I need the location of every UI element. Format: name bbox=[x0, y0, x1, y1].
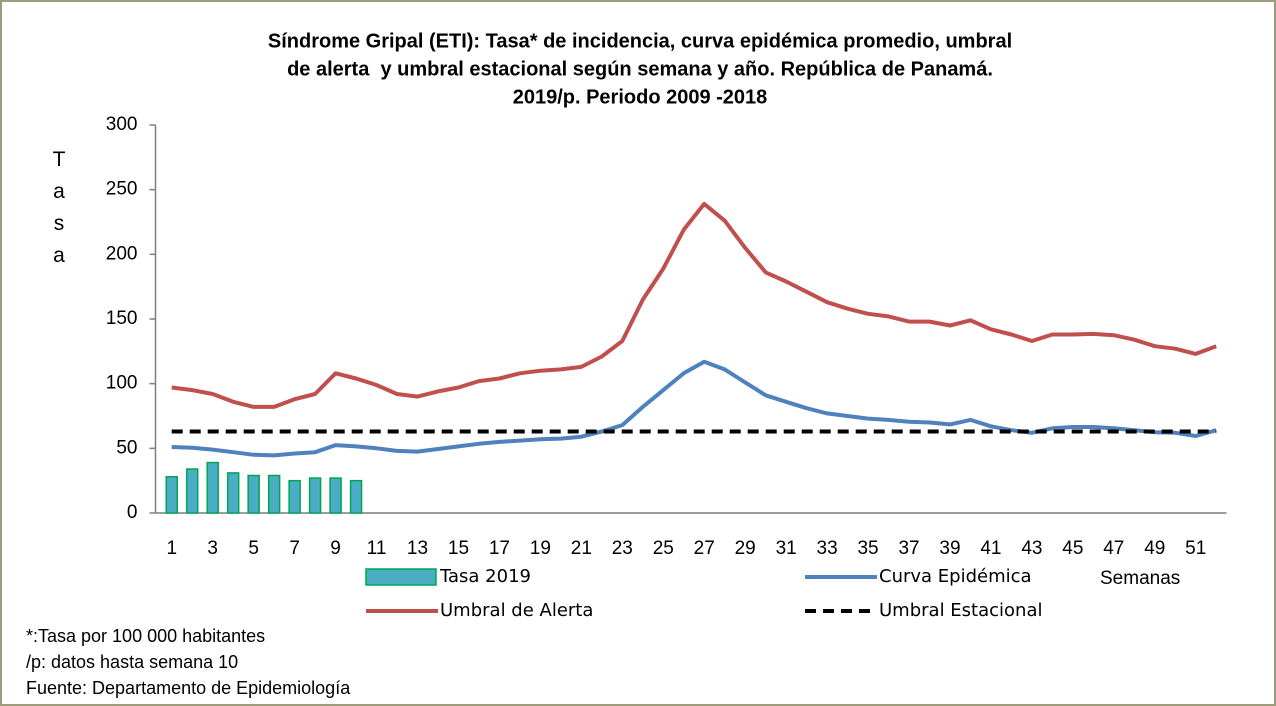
chart-title: de alerta y umbral estacional según sema… bbox=[287, 58, 993, 80]
series-line bbox=[171, 201, 1217, 409]
bar bbox=[349, 479, 363, 514]
bar bbox=[165, 476, 178, 514]
y-tick-label: 150 bbox=[106, 308, 138, 329]
bar bbox=[185, 468, 199, 514]
chart-title: Síndrome Gripal (ETI): Tasa* de incidenc… bbox=[268, 30, 1012, 52]
x-tick-label: 25 bbox=[653, 538, 674, 559]
note: /p: datos hasta semana 10 bbox=[26, 652, 238, 672]
bar bbox=[247, 474, 260, 514]
x-tick-label: 17 bbox=[489, 538, 510, 559]
x-tick-label: 7 bbox=[289, 538, 300, 559]
note: *:Tasa por 100 000 habitantes bbox=[26, 626, 265, 646]
x-tick-label: 47 bbox=[1103, 538, 1124, 559]
x-tick-label: 21 bbox=[571, 538, 592, 559]
y-tick-label: 100 bbox=[106, 373, 138, 394]
x-tick-label: 15 bbox=[448, 538, 469, 559]
x-tick-label: 9 bbox=[330, 538, 341, 559]
x-tick-label: 3 bbox=[207, 538, 218, 559]
y-tick-label: 0 bbox=[127, 502, 138, 523]
bar bbox=[329, 477, 342, 514]
legend-swatch bbox=[365, 568, 437, 586]
bar bbox=[288, 479, 301, 514]
x-tick-label: 1 bbox=[166, 538, 177, 559]
y-tick-label: 200 bbox=[106, 243, 138, 264]
chart-title: 2019/p. Periodo 2009 -2018 bbox=[513, 86, 768, 108]
x-tick-label: 43 bbox=[1021, 538, 1042, 559]
legend-label: Umbral Estacional bbox=[879, 600, 1042, 621]
x-tick-label: 37 bbox=[898, 538, 919, 559]
bar bbox=[226, 472, 240, 514]
y-tick-label: 50 bbox=[116, 437, 137, 458]
legend-label: Umbral de Alerta bbox=[440, 600, 593, 621]
x-tick-label: 27 bbox=[694, 538, 715, 559]
x-tick-label: 45 bbox=[1062, 538, 1083, 559]
x-tick-label: 39 bbox=[939, 538, 960, 559]
legend-label: Curva Epidémica bbox=[879, 566, 1032, 587]
bar bbox=[206, 461, 219, 514]
x-tick-label: 11 bbox=[367, 538, 387, 559]
legend-label: Tasa 2019 bbox=[439, 566, 531, 587]
x-tick-label: 35 bbox=[857, 538, 878, 559]
y-axis-label: Tasa bbox=[52, 148, 66, 267]
x-tick-label: 13 bbox=[407, 538, 428, 559]
x-axis-label: Semanas bbox=[1100, 568, 1180, 589]
y-tick-label: 250 bbox=[106, 179, 138, 200]
x-tick-label: 49 bbox=[1144, 538, 1165, 559]
x-tick-label: 51 bbox=[1185, 538, 1206, 559]
bar bbox=[267, 474, 281, 514]
x-tick-label: 23 bbox=[612, 538, 633, 559]
x-tick-label: 5 bbox=[248, 538, 259, 559]
x-tick-label: 29 bbox=[735, 538, 756, 559]
x-tick-label: 33 bbox=[817, 538, 838, 559]
note: Fuente: Departamento de Epidemiología bbox=[26, 678, 351, 698]
y-tick-label: 300 bbox=[106, 114, 138, 135]
x-tick-label: 31 bbox=[776, 538, 797, 559]
x-tick-label: 19 bbox=[530, 538, 551, 559]
bar bbox=[308, 477, 322, 514]
x-tick-label: 41 bbox=[980, 538, 1001, 559]
